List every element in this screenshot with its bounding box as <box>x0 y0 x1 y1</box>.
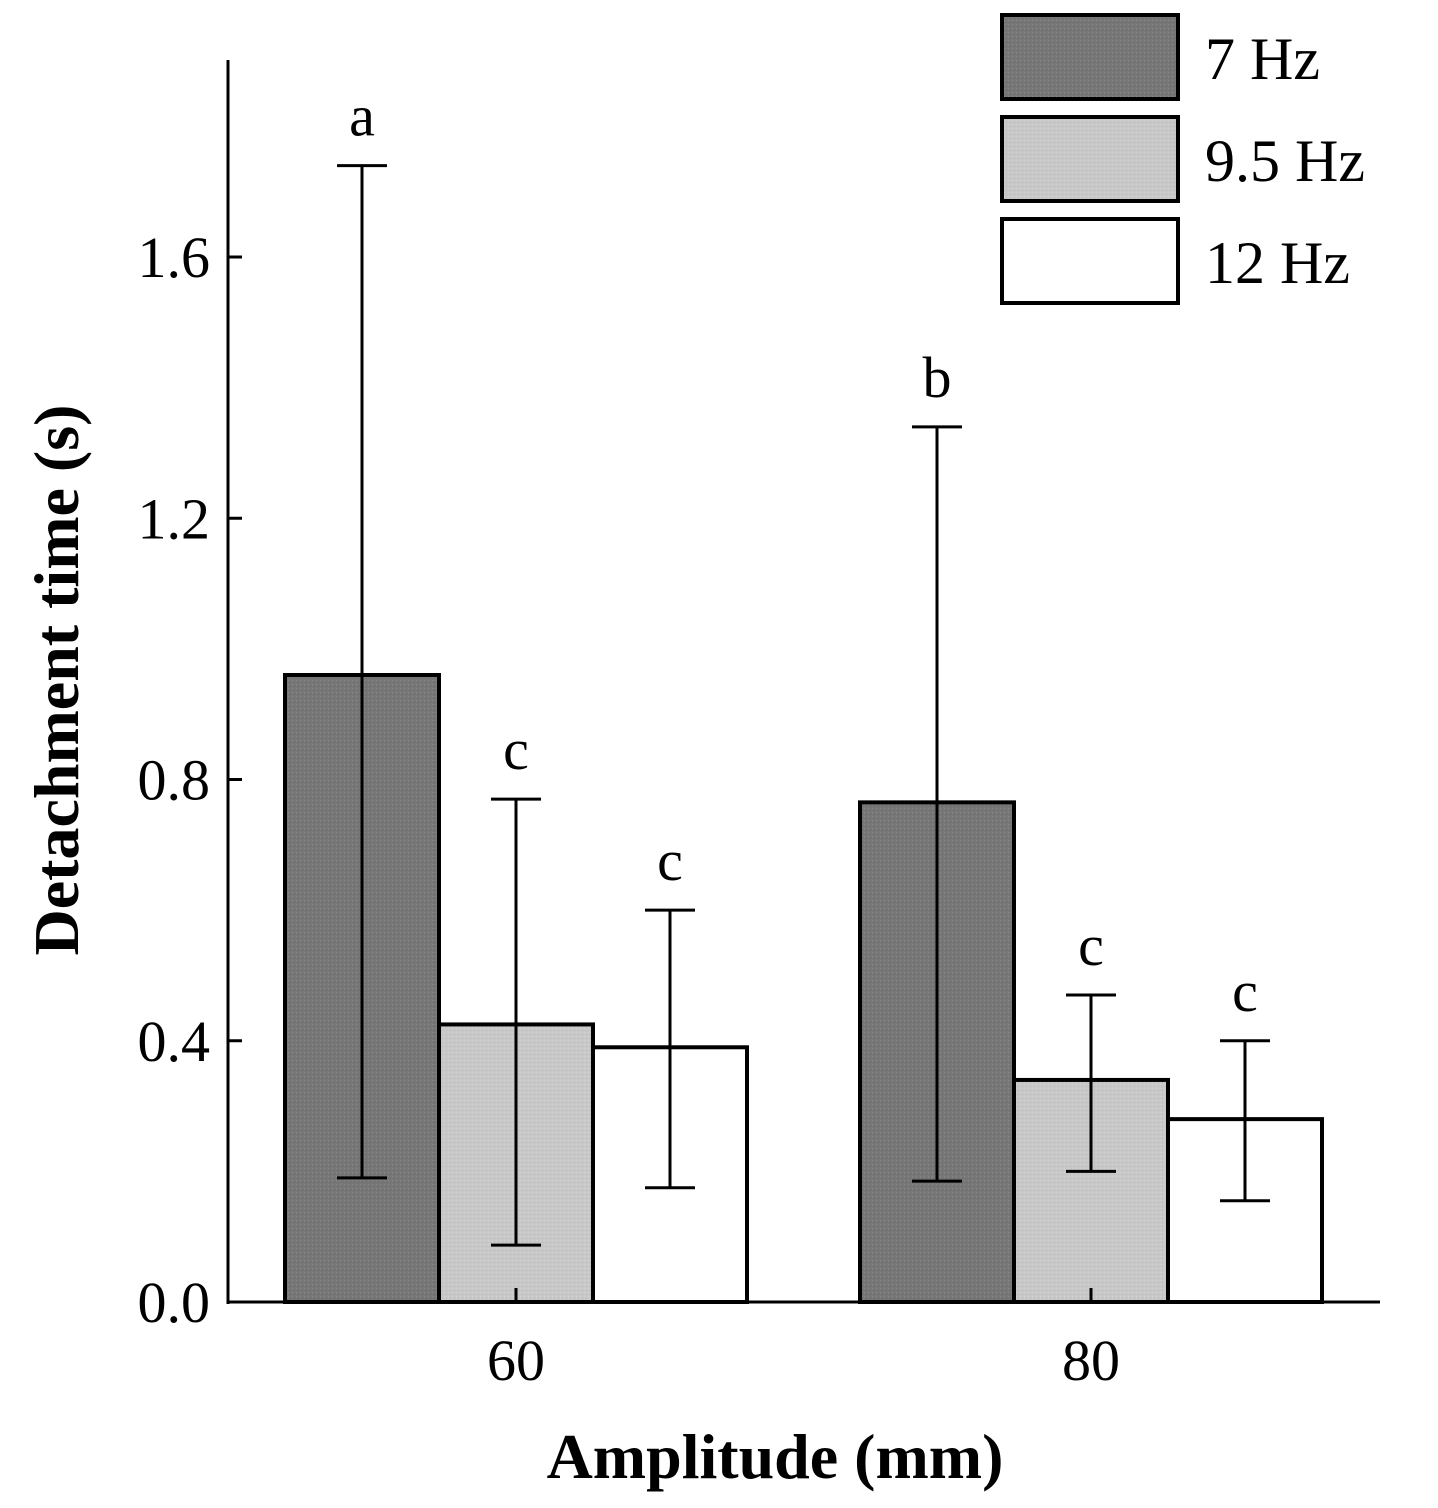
significance-label: c <box>657 828 683 893</box>
bars-layer <box>283 673 1324 1304</box>
legend: 7 Hz 9.5 Hz 12 Hz <box>1000 13 1365 305</box>
x-tick-label: 60 <box>487 1328 545 1393</box>
legend-label: 7 Hz <box>1205 26 1320 92</box>
x-tick-label: 80 <box>1062 1328 1120 1393</box>
y-tick-label: 0.8 <box>138 748 211 813</box>
legend-swatch-12-Hz <box>1000 217 1180 305</box>
significance-label: b <box>923 345 952 410</box>
y-axis-title: Detachment time (s) <box>21 405 92 956</box>
error-bars-layer <box>337 164 1270 1247</box>
axes-layer: 0.0 0.4 0.8 1.2 1.6 60 80 Amplitude (mm) Detachm… <box>21 60 1380 1492</box>
legend-swatch-9_5-Hz <box>1000 115 1180 203</box>
y-tick-label: 0.0 <box>138 1270 211 1335</box>
significance-label: a <box>349 84 375 149</box>
legend-label: 12 Hz <box>1205 230 1350 296</box>
y-tick-label: 1.2 <box>138 486 211 551</box>
y-tick-label: 1.6 <box>138 225 211 290</box>
significance-label: c <box>1232 959 1258 1024</box>
legend-swatch-7-Hz <box>1000 13 1180 101</box>
x-axis-title: Amplitude (mm) <box>547 1421 1004 1492</box>
significance-labels-layer: a b c c c c <box>349 84 1258 1024</box>
legend-label: 9.5 Hz <box>1205 128 1365 194</box>
significance-label: c <box>503 717 529 782</box>
y-tick-label: 0.4 <box>138 1009 211 1074</box>
significance-label: c <box>1078 913 1104 978</box>
